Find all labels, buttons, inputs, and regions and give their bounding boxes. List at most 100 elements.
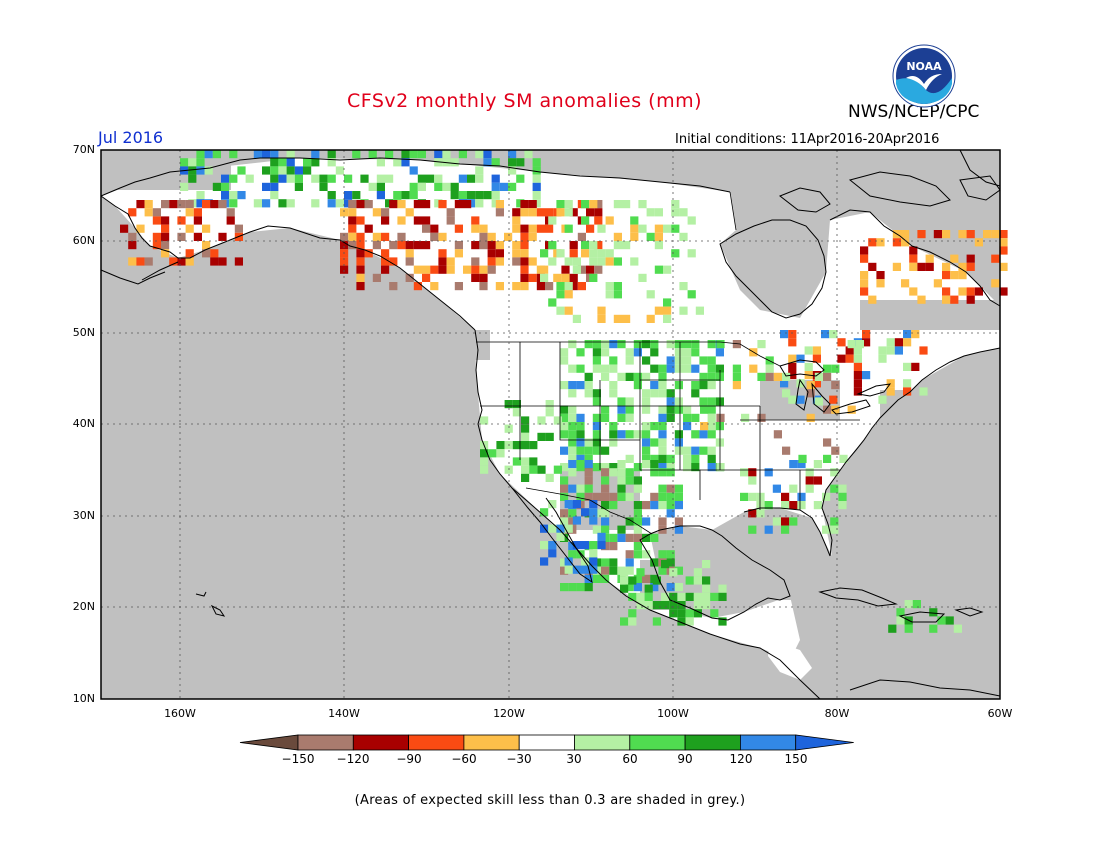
anomaly-cell (381, 257, 390, 266)
anomaly-cell (695, 306, 704, 315)
anomaly-cell (625, 558, 634, 567)
anomaly-cell (589, 508, 598, 517)
anomaly-cell (666, 413, 675, 422)
anomaly-cell (780, 379, 789, 388)
anomaly-cell (430, 224, 439, 233)
anomaly-cell (202, 200, 211, 209)
anomaly-cell (327, 191, 336, 200)
anomaly-cell (491, 174, 500, 183)
anomaly-cell (381, 249, 390, 258)
anomaly-cell (958, 230, 967, 239)
chart-title: CFSv2 monthly SM anomalies (mm) (347, 90, 703, 112)
anomaly-cell (471, 273, 480, 282)
anomaly-cell (409, 150, 418, 159)
anomaly-cell (823, 372, 832, 381)
anomaly-cell (789, 460, 798, 469)
anomaly-cell (658, 413, 667, 422)
anomaly-cell (576, 430, 585, 439)
anomaly-cell (669, 592, 678, 601)
anomaly-cell (642, 574, 651, 583)
anomaly-cell (348, 224, 357, 233)
anomaly-cell (568, 381, 577, 390)
anomaly-cell (601, 509, 610, 518)
anomaly-cell (467, 174, 476, 183)
anomaly-cell (966, 254, 975, 263)
anomaly-cell (368, 150, 377, 159)
anomaly-cell (597, 306, 606, 315)
anomaly-cell (942, 295, 951, 304)
anomaly-cell (617, 468, 626, 477)
anomaly-cell (707, 340, 716, 349)
anomaly-cell (568, 454, 577, 463)
anomaly-cell (401, 158, 410, 167)
anomaly-cell (193, 232, 202, 241)
anomaly-cell (831, 364, 840, 373)
lon-label-100w: 100W (657, 707, 689, 720)
anomaly-cell (812, 354, 821, 363)
anomaly-cell (878, 354, 887, 363)
anomaly-cell (782, 446, 791, 455)
anomaly-cell (666, 468, 675, 477)
anomaly-cell (929, 624, 938, 633)
anomaly-cell (409, 166, 418, 175)
anomaly-cell (674, 397, 683, 406)
anomaly-cell (161, 232, 170, 241)
anomaly-cell (564, 224, 573, 233)
anomaly-cell (584, 492, 593, 501)
anomaly-cell (463, 265, 472, 274)
low-skill-patch (740, 560, 800, 600)
anomaly-cell (576, 364, 585, 373)
anomaly-cell (540, 541, 549, 550)
anomaly-cell (710, 609, 719, 618)
anomaly-cell (911, 362, 920, 371)
anomaly-cell (666, 454, 675, 463)
colorbar-arrow-high (795, 734, 854, 751)
anomaly-cell (564, 200, 573, 209)
anomaly-cell (401, 150, 410, 159)
anomaly-cell (438, 265, 447, 274)
anomaly-cell (286, 158, 295, 167)
colorbar (239, 734, 854, 751)
anomaly-cell (262, 150, 271, 159)
anomaly-cell (152, 208, 161, 217)
anomaly-cell (683, 454, 692, 463)
anomaly-cell (512, 249, 521, 258)
anomaly-cell (202, 249, 211, 258)
anomaly-cell (674, 356, 683, 365)
anomaly-cell (564, 500, 573, 509)
anomaly-cell (528, 208, 537, 217)
anomaly-cell (917, 230, 926, 239)
anomaly-cell (592, 356, 601, 365)
anomaly-cell (592, 574, 601, 583)
anomaly-cell (520, 232, 529, 241)
anomaly-cell (348, 241, 357, 250)
anomaly-cell (479, 273, 488, 282)
anomaly-cell (450, 191, 459, 200)
anomaly-cell (732, 364, 741, 373)
anomaly-cell (691, 389, 700, 398)
anomaly-cell (327, 174, 336, 183)
anomaly-cell (702, 576, 711, 585)
anomaly-cell (581, 508, 590, 517)
anomaly-cell (368, 182, 377, 191)
colorbar-label: −30 (506, 752, 532, 766)
anomaly-cell (202, 224, 211, 233)
anomaly-cell (128, 208, 137, 217)
anomaly-cell (658, 463, 667, 472)
anomaly-cell (691, 413, 700, 422)
anomaly-cell (617, 476, 626, 485)
anomaly-cell (572, 265, 581, 274)
anomaly-cell (671, 249, 680, 258)
anomaly-cell (548, 541, 557, 550)
anomaly-cell (467, 191, 476, 200)
anomaly-cell (136, 257, 145, 266)
anomaly-cell (430, 265, 439, 274)
anomaly-cell (512, 400, 521, 409)
anomaly-cell (356, 216, 365, 225)
anomaly-cell (581, 249, 590, 258)
anomaly-cell (508, 182, 517, 191)
anomaly-cell (584, 446, 593, 455)
anomaly-cell (613, 200, 622, 209)
anomaly-cell (340, 232, 349, 241)
anomaly-cell (601, 446, 610, 455)
